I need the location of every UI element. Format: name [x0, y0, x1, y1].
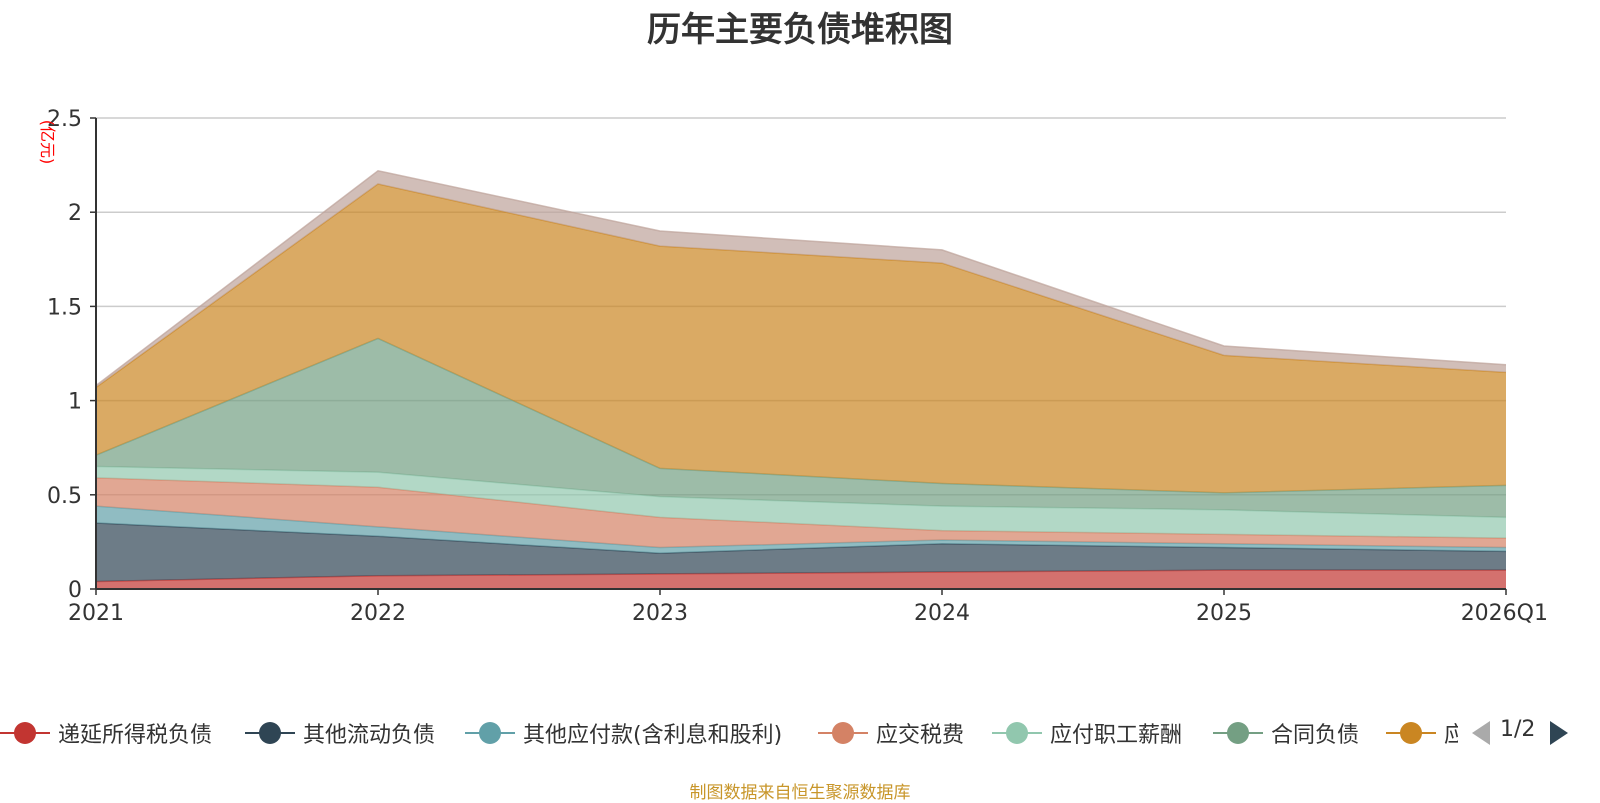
area-series-0[interactable]: [96, 570, 1506, 589]
legend-label: 应付职工薪酬: [1050, 723, 1183, 748]
legend-marker-icon: [0, 713, 50, 753]
legend-label: 递延所得税负债: [58, 723, 213, 748]
legend-marker-icon: [245, 713, 295, 753]
area-series-1[interactable]: [96, 523, 1506, 582]
legend-marker-icon: [818, 713, 868, 753]
legend-label: 其他应付款(含利息和股利): [523, 723, 783, 748]
legend-item[interactable]: 应交税费: [818, 713, 964, 753]
legend: 递延所得税负债 其他流动负债 其他应付款(含利息和股利) 应交税费 应付职工薪酬 合同负债…: [0, 713, 1600, 753]
y-tick-label: 1.5: [47, 295, 82, 320]
prev-page-icon[interactable]: [1472, 721, 1490, 745]
legend-item[interactable]: 合同负债: [1213, 713, 1359, 753]
x-tick-label: 2024: [914, 601, 970, 626]
legend-label: 应付账款: [1444, 723, 1458, 748]
x-tick-label: 2025: [1196, 601, 1252, 626]
source-note: 制图数据来自恒生聚源数据库: [689, 783, 911, 803]
x-tick-label: 2023: [632, 601, 688, 626]
x-tick-label: 2026Q1: [1461, 601, 1548, 626]
legend-pager: 1/2: [1472, 713, 1600, 753]
legend-marker-icon: [1386, 713, 1436, 753]
y-tick-label: 0.5: [47, 484, 82, 509]
y-tick-label: 1: [68, 390, 82, 415]
x-tick-label: 2021: [68, 601, 124, 626]
area-series-6[interactable]: [96, 183, 1506, 493]
x-tick-label: 2022: [350, 601, 406, 626]
legend-label: 合同负债: [1271, 723, 1360, 748]
y-axis-unit-label: (亿元): [38, 120, 57, 165]
legend-marker-icon: [992, 713, 1042, 753]
legend-label: 其他流动负债: [303, 723, 436, 748]
legend-item[interactable]: 应付职工薪酬: [992, 713, 1182, 753]
legend-item[interactable]: 其他流动负债: [245, 713, 435, 753]
area-series-4[interactable]: [96, 466, 1506, 539]
area-series-edge-7: [95, 169, 1507, 387]
legend-label: 应交税费: [876, 723, 965, 748]
legend-page-indicator: 1/2: [1500, 717, 1536, 742]
legend-item[interactable]: 其他应付款(含利息和股利): [465, 713, 782, 753]
legend-marker-icon: [1213, 713, 1263, 753]
y-tick-label: 2: [68, 201, 82, 226]
legend-item[interactable]: 递延所得税负债: [0, 713, 212, 753]
y-tick-label: 0: [68, 578, 82, 603]
area-series-5[interactable]: [96, 338, 1506, 518]
y-tick-label: 2.5: [47, 107, 82, 132]
chart-title: 历年主要负债堆积图: [647, 10, 953, 50]
axes: 0 0.5 1 1.5 2 2.5 2021 2022 2023 2024 2025 2026Q1: [47, 107, 1548, 626]
area-series: [95, 169, 1507, 589]
legend-item[interactable]: 应付账款: [1386, 713, 1458, 753]
legend-marker-icon: [465, 713, 515, 753]
legend-items: 递延所得税负债 其他流动负债 其他应付款(含利息和股利) 应交税费 应付职工薪酬 合同负债…: [0, 713, 1458, 753]
next-page-icon[interactable]: [1550, 721, 1568, 745]
